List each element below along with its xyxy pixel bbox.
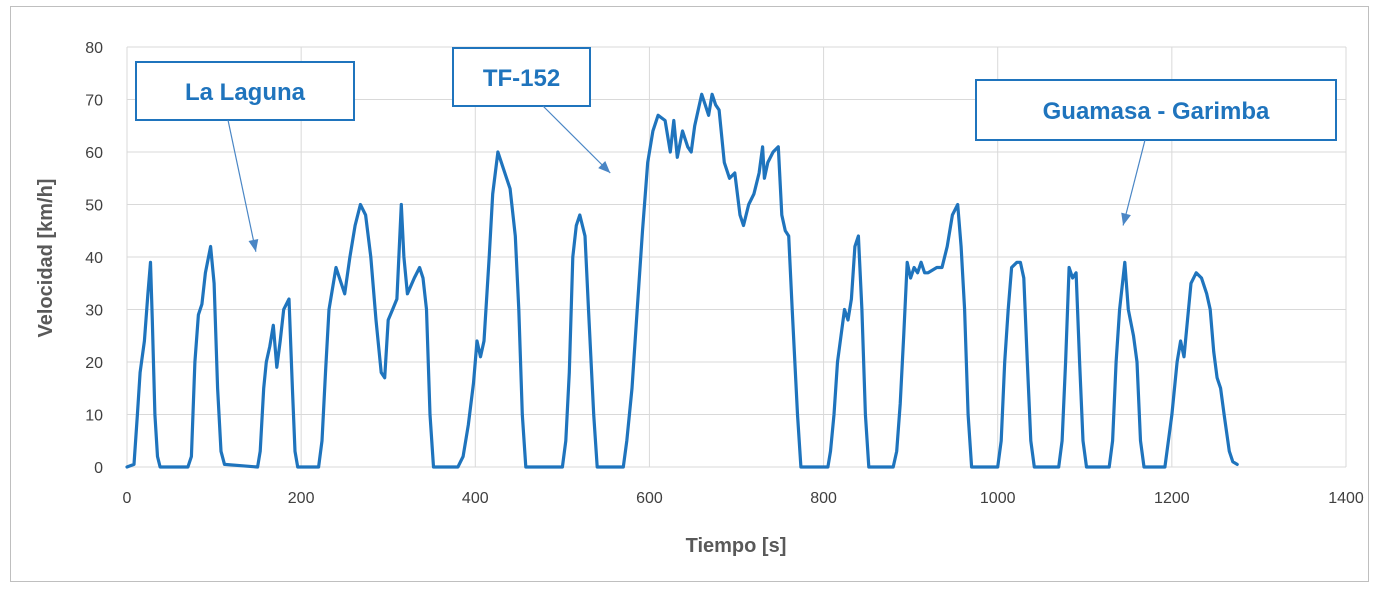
x-tick-label: 200 <box>288 490 315 507</box>
y-tick-label: 40 <box>85 250 103 267</box>
annotations-layer: La Laguna TF-152 Guamasa - Garimba <box>135 47 1337 252</box>
annotation-label: La Laguna <box>185 79 306 106</box>
annotation-0: La Laguna <box>135 61 355 252</box>
annotation-box <box>452 47 591 107</box>
y-tick-label: 20 <box>85 355 103 372</box>
y-tick-label: 70 <box>85 93 103 110</box>
y-tick-labels: 0 10 20 30 40 50 60 70 80 <box>85 40 103 477</box>
annotation-box <box>135 61 355 121</box>
annotation-2: Guamasa - Garimba <box>975 79 1337 226</box>
y-tick-label: 80 <box>85 40 103 57</box>
x-tick-label: 800 <box>810 490 837 507</box>
x-tick-label: 1400 <box>1328 490 1364 507</box>
x-tick-label: 600 <box>636 490 663 507</box>
annotation-arrowhead <box>1121 212 1131 226</box>
x-tick-label: 400 <box>462 490 489 507</box>
y-tick-label: 30 <box>85 303 103 320</box>
y-tick-label: 60 <box>85 145 103 162</box>
x-tick-label: 1000 <box>980 490 1016 507</box>
annotation-box <box>975 79 1337 141</box>
y-axis-title: Velocidad [km/h] <box>35 179 57 338</box>
annotation-arrow-line <box>227 119 257 252</box>
annotation-arrow-line <box>542 105 611 174</box>
y-tick-label: 0 <box>94 460 103 477</box>
x-axis-title: Tiempo [s] <box>686 535 787 557</box>
x-tick-label: 0 <box>123 490 132 507</box>
annotation-arrowhead <box>248 238 259 252</box>
y-tick-label: 50 <box>85 198 103 215</box>
x-tick-label: 1200 <box>1154 490 1190 507</box>
annotation-arrow-line <box>1122 139 1146 226</box>
series-line-velocidad <box>125 92 1239 469</box>
annotation-label: TF-152 <box>483 65 560 92</box>
annotation-arrowhead <box>598 160 611 173</box>
x-tick-labels: 0 200 400 600 800 1000 1200 1400 <box>123 490 1364 507</box>
annotation-1: TF-152 <box>452 47 611 174</box>
y-tick-label: 10 <box>85 408 103 425</box>
annotation-label: Guamasa - Garimba <box>1043 98 1270 125</box>
